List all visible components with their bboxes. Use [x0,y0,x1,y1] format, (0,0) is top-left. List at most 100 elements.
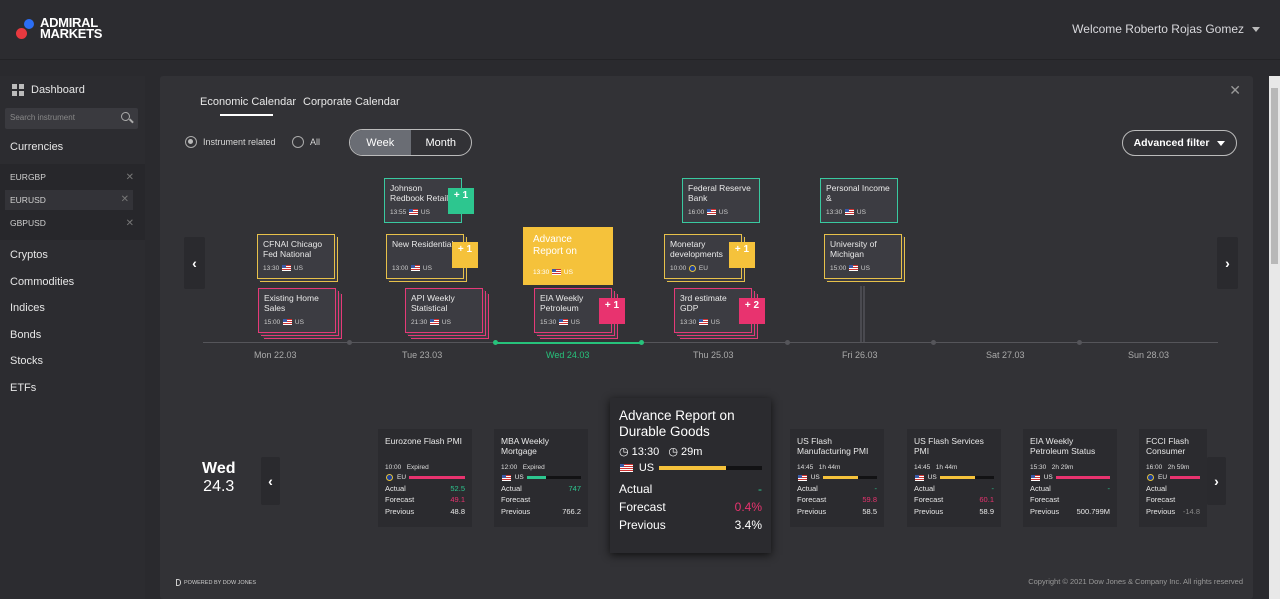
sidebar-item-currencies[interactable]: Currencies [10,141,64,153]
timeline-stem [863,286,865,342]
radio-all[interactable]: All [292,136,320,148]
currency-item-eurusd[interactable]: EURUSD ✕ [5,190,133,210]
more-events-badge[interactable]: + 1 [729,242,755,268]
timeline-card[interactable]: Existing Home Sales 15:00 US [258,288,336,333]
day-label[interactable]: Sun 28.03 [1128,350,1170,360]
eu-flag-icon [689,264,697,272]
copyright: Copyright © 2021 Dow Jones & Company Inc… [1028,577,1243,586]
day-label[interactable]: Thu 25.03 [693,350,734,360]
day-label[interactable]: Mon 22.03 [254,350,297,360]
card-meta: 15:30 US [540,319,580,326]
sidebar-item-etfs[interactable]: ETFs [10,382,37,394]
sidebar-item-dashboard[interactable]: Dashboard [12,84,85,96]
featured-event-card[interactable]: Advance Report on Durable Goods ◷ 13:30 … [610,398,771,553]
chevron-left-icon: ‹ [268,473,273,489]
events-next-button[interactable]: › [1207,457,1226,505]
card-title: Johnson Redbook Retail [390,183,449,203]
close-icon[interactable]: ✕ [125,218,134,229]
sidebar-item-stocks[interactable]: Stocks [10,355,44,367]
timeline-next-button[interactable]: › [1217,237,1238,289]
sidebar-item-bonds[interactable]: Bonds [10,329,42,341]
sidebar: Dashboard Search instrument Currencies E… [0,76,145,599]
tab-economic-calendar[interactable]: Economic Calendar [200,96,296,108]
timeline-card[interactable]: University of Michigan 15:00 US [824,234,902,279]
event-card[interactable]: MBA Weekly Mortgage 12:00 Expired US Act… [494,429,588,527]
forecast-row: Forecast [1146,495,1176,504]
us-flag-icon [798,474,807,481]
timeline-dot [639,340,644,345]
more-events-badge[interactable]: + 1 [448,188,474,214]
event-card[interactable]: US Flash Manufacturing PMI 14:45 1h 44m … [790,429,884,527]
user-menu[interactable]: Welcome Roberto Rojas Gomez [1072,22,1260,36]
day-label[interactable]: Tue 23.03 [402,350,443,360]
timeline-prev-button[interactable]: ‹ [184,237,205,289]
more-events-badge[interactable]: + 2 [739,298,765,324]
timeline-card-selected[interactable]: Advance Report on 13:30 US [523,227,613,285]
close-icon[interactable]: ✕ [125,172,134,183]
events-prev-button[interactable]: ‹ [261,457,280,505]
search-input[interactable]: Search instrument [5,108,138,129]
event-card[interactable]: EIA Weekly Petroleum Status 15:30 2h 29m… [1023,429,1117,527]
card-title: Monetary developments [670,239,723,259]
timeline-card[interactable]: API Weekly Statistical 21:30 US [405,288,483,333]
event-card[interactable]: Eurozone Flash PMI 10:00 Expired EU Actu… [378,429,472,527]
sidebar-item-indices[interactable]: Indices [10,302,45,314]
actual-row: Actual [1146,483,1167,493]
previous-row: Previous 3.4% [619,518,762,532]
event-title: Eurozone Flash PMI [385,436,463,446]
week-button[interactable]: Week [350,130,411,155]
close-icon[interactable]: ✕ [1229,82,1241,98]
timeline-dot [493,340,498,345]
forecast-row: Forecast [1030,495,1060,504]
currency-item-gbpusd[interactable]: GBPUSD ✕ [10,218,134,229]
logo-blue-dot [24,19,34,29]
sidebar-item-commodities[interactable]: Commodities [10,276,75,288]
us-flag-icon [502,474,511,481]
sidebar-item-label: Dashboard [31,84,85,96]
eu-flag-icon [1147,474,1154,481]
search-icon[interactable] [121,112,130,121]
forecast-row: Forecast 59.8 [797,495,877,504]
scrollbar[interactable] [1269,76,1280,599]
actual-row: Actual - [797,483,877,493]
forecast-row: Forecast 49.1 [385,495,465,504]
timeline-card[interactable]: New Residential 13:00 US [386,234,464,279]
event-card[interactable]: US Flash Services PMI 14:45 1h 44m US Ac… [907,429,1001,527]
card-title: API Weekly Statistical [411,293,455,313]
month-button[interactable]: Month [425,136,457,149]
card-meta: 13:55 US [390,209,430,216]
scrollbar-thumb[interactable] [1271,88,1278,264]
currency-item-eurgbp[interactable]: EURGBP ✕ [10,172,134,183]
advanced-filter-button[interactable]: Advanced filter [1122,130,1237,156]
timeline-dot [1077,340,1082,345]
more-events-badge[interactable]: + 1 [452,242,478,268]
calendar-panel: Economic Calendar Corporate Calendar ✕ I… [160,76,1253,599]
day-label-selected[interactable]: Wed 24.03 [546,350,590,360]
day-label[interactable]: Sat 27.03 [986,350,1025,360]
actual-row: Actual 52.5 [385,483,465,493]
previous-row: Previous 48.8 [385,506,465,516]
forecast-row: Forecast 60.1 [914,495,994,504]
event-country: EU [1146,474,1201,481]
card-meta: 15:00 US [830,265,870,272]
timeline-card[interactable]: Federal Reserve Bank 16:00 US [682,178,760,223]
event-card[interactable]: FCCI Flash Consumer 16:00 2h 59m EU Actu… [1139,429,1207,527]
card-meta: 13:30 US [533,269,573,276]
tab-corporate-calendar[interactable]: Corporate Calendar [303,96,400,108]
timeline-card[interactable]: CFNAI Chicago Fed National 13:30 US [257,234,335,279]
day-label[interactable]: Fri 26.03 [842,350,878,360]
card-title: Advance Report on [533,234,577,257]
radio-instrument-related[interactable]: Instrument related [185,136,276,148]
timeline-dot [347,340,352,345]
us-flag-icon [411,265,421,272]
close-icon[interactable]: ✕ [120,194,129,205]
card-meta: 13:30 US [680,319,720,326]
sidebar-item-cryptos[interactable]: Cryptos [10,249,48,261]
event-time: ◷ 13:30 ◷ 29m [619,446,703,458]
event-time: 16:00 2h 59m [1146,464,1190,471]
impact-bar [409,476,465,479]
clock-icon: ◷ [619,446,629,458]
more-events-badge[interactable]: + 1 [599,298,625,324]
admiral-markets-logo[interactable]: ADMIRAL MARKETS [14,16,104,45]
timeline-card[interactable]: Personal Income & 13:30 US [820,178,898,223]
